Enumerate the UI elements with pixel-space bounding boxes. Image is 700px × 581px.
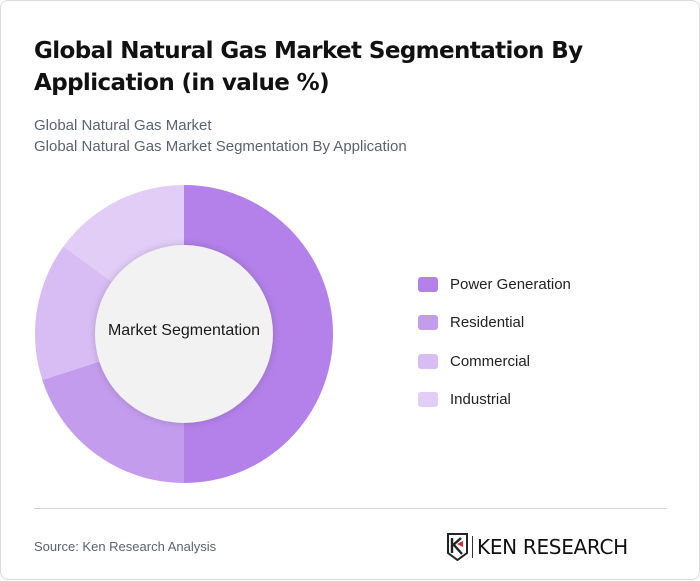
legend-label: Residential [450,314,525,332]
source-note: Source: Ken Research Analysis [34,539,217,554]
legend-label: Power Generation [450,275,571,293]
legend-label: Commercial [450,352,531,370]
legend-swatch [418,392,438,408]
footer-divider [34,508,667,509]
legend-item-commercial[interactable]: Commercial [418,342,571,381]
donut-hole [95,245,273,423]
legend-swatch [418,315,438,331]
legend-swatch [418,276,438,292]
ken-research-shield-icon [447,533,468,561]
chart-legend: Power Generation Residential Commercial … [418,265,571,419]
ken-research-logo: KEN RESEARCH [447,533,628,561]
legend-item-industrial[interactable]: Industrial [418,381,571,420]
subtitle-line-2: Global Natural Gas Market Segmentation B… [34,138,407,155]
legend-swatch [418,353,438,369]
logo-text: KEN RESEARCH [477,535,628,559]
legend-label: Industrial [450,391,511,409]
legend-item-residential[interactable]: Residential [418,304,571,343]
subtitle-line-1: Global Natural Gas Market [34,117,212,134]
logo-separator [472,536,473,558]
donut-center-label: Market Segmentation [107,322,261,339]
chart-title: Global Natural Gas Market Segmentation B… [34,38,583,96]
legend-item-power-generation[interactable]: Power Generation [418,265,571,304]
chart-subtitle: Global Natural Gas Market Global Natural… [34,115,407,157]
